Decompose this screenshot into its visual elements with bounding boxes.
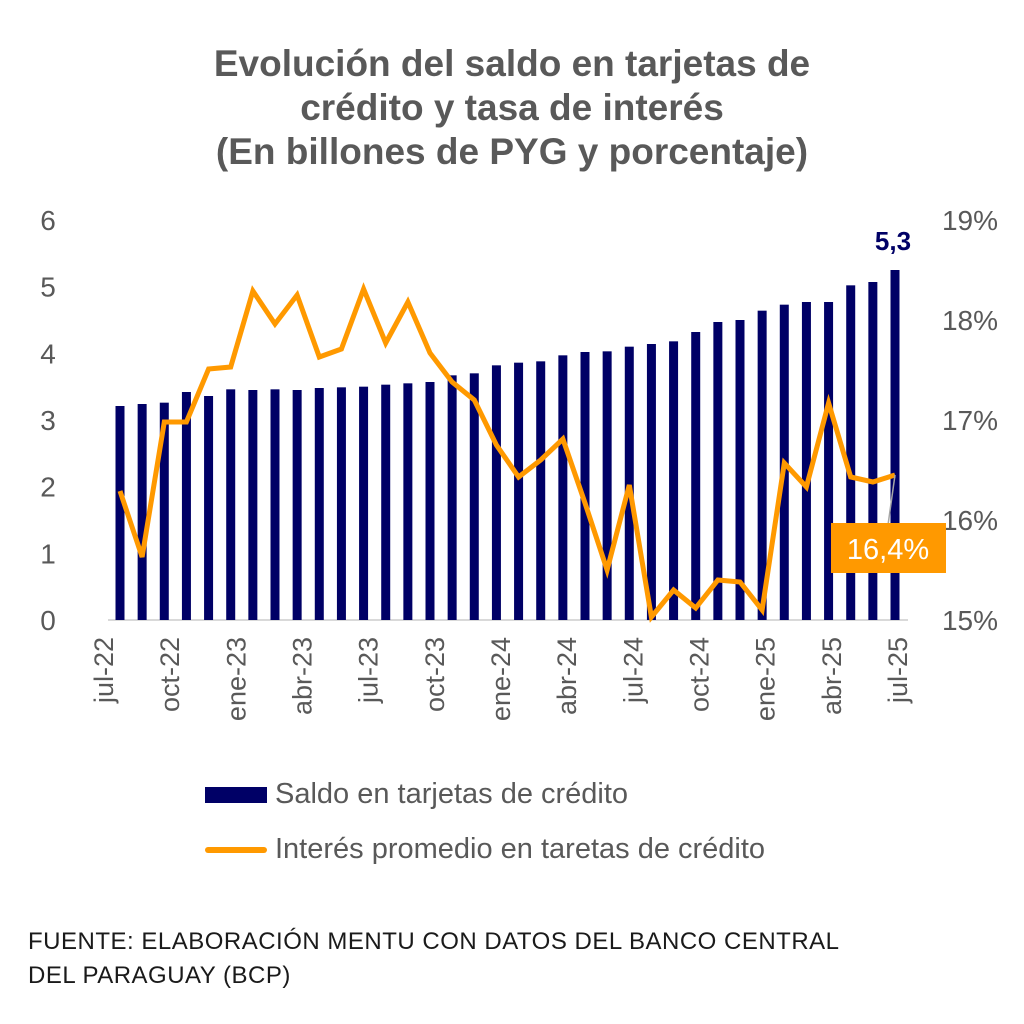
right-axis-tick-label: 19% bbox=[942, 205, 998, 236]
left-axis-tick-label: 5 bbox=[40, 272, 56, 303]
left-axis-tick-label: 3 bbox=[40, 405, 56, 436]
bar bbox=[514, 362, 524, 620]
bar bbox=[381, 384, 391, 620]
bar bbox=[159, 402, 169, 620]
bar bbox=[558, 355, 568, 620]
bar bbox=[536, 361, 546, 620]
bar bbox=[336, 387, 346, 620]
x-axis-tick-label: jul-25 bbox=[883, 637, 913, 704]
chart-title: Evolución del saldo en tarjetas de crédi… bbox=[0, 42, 1024, 174]
bar bbox=[226, 389, 236, 620]
bar bbox=[115, 406, 125, 620]
bar bbox=[824, 302, 834, 620]
bar bbox=[624, 346, 634, 620]
x-axis-tick-label: oct-22 bbox=[155, 637, 185, 712]
x-axis-tick-label: abr-24 bbox=[552, 637, 582, 715]
x-axis-tick-label: ene-23 bbox=[221, 637, 251, 721]
bar bbox=[403, 383, 413, 620]
bar bbox=[491, 365, 501, 620]
chart-title-line: (En billones de PYG y porcentaje) bbox=[215, 131, 809, 172]
x-axis-tick-label: ene-24 bbox=[486, 637, 516, 721]
x-axis-tick-label: abr-25 bbox=[817, 637, 847, 715]
x-axis-tick-label: jul-24 bbox=[618, 637, 648, 704]
right-axis-tick-label: 18% bbox=[942, 305, 998, 336]
legend-label: Interés promedio en taretas de crédito bbox=[275, 833, 766, 865]
bar bbox=[757, 310, 767, 620]
bar bbox=[204, 396, 214, 620]
bar bbox=[292, 390, 302, 620]
source-note: FUENTE: ELABORACIÓN MENTU CON DATOS DEL … bbox=[28, 925, 840, 993]
bar bbox=[801, 302, 811, 620]
bar bbox=[735, 320, 745, 620]
chart-plot: 0 1 2 3 4 5 6 15% 16% 17% 18% 19% jul-22 oct-22 ene-23… bbox=[40, 205, 998, 721]
bar bbox=[580, 352, 590, 620]
x-axis-tick-label: jul-22 bbox=[89, 637, 119, 704]
right-axis-tick-label: 17% bbox=[942, 405, 998, 436]
x-axis-tick-label: abr-23 bbox=[288, 637, 318, 715]
legend-line-swatch bbox=[205, 846, 267, 853]
legend-label: Saldo en tarjetas de crédito bbox=[275, 778, 629, 810]
bar bbox=[314, 388, 324, 620]
right-axis-tick-label: 15% bbox=[942, 605, 998, 636]
left-axis-tick-label: 0 bbox=[40, 605, 56, 636]
legend-bar-swatch bbox=[205, 786, 267, 803]
x-axis-tick-label: oct-23 bbox=[420, 637, 450, 712]
source-line: DEL PARAGUAY (BCP) bbox=[28, 962, 291, 989]
bar bbox=[602, 351, 612, 620]
label-leader-line bbox=[887, 474, 896, 526]
bar-last-value-label: 5,3 bbox=[875, 226, 911, 256]
bar bbox=[713, 322, 723, 620]
line-label-box bbox=[831, 523, 946, 573]
source-line: FUENTE: ELABORACIÓN MENTU CON DATOS DEL … bbox=[28, 928, 840, 955]
bar bbox=[846, 285, 856, 620]
bar bbox=[868, 282, 878, 620]
x-axis-tick-label: jul-23 bbox=[354, 637, 384, 704]
left-axis-tick-label: 2 bbox=[40, 472, 56, 503]
chart-title-line: crédito y tasa de interés bbox=[300, 87, 724, 128]
left-axis-tick-label: 6 bbox=[40, 205, 56, 236]
legend-item-bars: Saldo en tarjetas de crédito bbox=[205, 778, 628, 811]
bar bbox=[447, 375, 457, 620]
bar bbox=[469, 373, 479, 620]
right-axis-tick-label: 16% bbox=[942, 505, 998, 536]
bar bbox=[359, 386, 369, 620]
bar bbox=[691, 332, 701, 620]
chart-title-line: Evolución del saldo en tarjetas de bbox=[213, 43, 811, 84]
bar bbox=[646, 344, 656, 620]
bar bbox=[137, 404, 147, 620]
bar bbox=[669, 341, 679, 620]
legend-item-line: Interés promedio en taretas de crédito bbox=[205, 833, 765, 866]
line-last-value-label: 16,4% bbox=[847, 534, 929, 566]
bar bbox=[270, 389, 280, 620]
left-axis-tick-label: 1 bbox=[40, 538, 56, 569]
bar bbox=[248, 390, 258, 620]
interest-rate-line bbox=[117, 282, 896, 623]
x-axis-tick-label: oct-24 bbox=[685, 637, 715, 712]
bar bbox=[425, 382, 435, 620]
bar bbox=[181, 392, 191, 620]
left-axis-tick-label: 4 bbox=[40, 338, 56, 369]
x-axis-tick-label: ene-25 bbox=[751, 637, 781, 721]
bar bbox=[890, 270, 900, 620]
